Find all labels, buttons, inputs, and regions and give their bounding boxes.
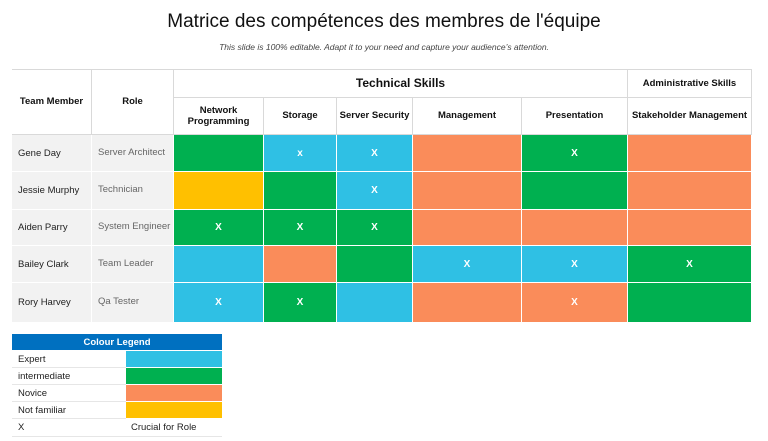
member-name: Gene Day [12,135,92,172]
header-skill: Storage [264,98,337,135]
skill-cell-novice [264,246,337,283]
header-administrative-skills: Administrative Skills [628,70,752,98]
skill-cell-intermediate: X [264,210,337,246]
page-subtitle: This slide is 100% editable. Adapt it to… [219,42,549,52]
skill-cell-intermediate: X [174,210,264,246]
header-skill: Presentation [522,98,628,135]
member-name: Jessie Murphy [12,172,92,210]
skill-cell-expert: X [522,246,628,283]
crucial-mark: X [686,258,693,270]
legend-label: Expert [12,351,126,368]
skill-cell-intermediate [337,246,413,283]
skill-cell-intermediate [174,135,264,172]
skill-cell-intermediate: X [628,246,752,283]
skill-cell-intermediate [264,172,337,210]
member-role: Team Leader [92,246,174,283]
crucial-mark: X [296,297,304,308]
member-role: System Engineer [92,210,174,246]
legend-swatch-not_familiar [126,402,222,419]
skill-cell-intermediate: X [264,283,337,323]
header-role: Role [92,70,174,135]
member-name: Aiden Parry [12,210,92,246]
skill-cell-novice [628,135,752,172]
member-name: Bailey Clark [12,246,92,283]
legend-swatch-expert [126,351,222,368]
legend-label: Not familiar [12,402,126,419]
skill-cell-novice: X [522,283,628,323]
skill-cell-novice [628,172,752,210]
skill-cell-expert [337,283,413,323]
skill-cell-not_familiar [174,172,264,210]
skill-cell-novice [413,172,522,210]
skill-cell-intermediate [522,172,628,210]
header-skill: Network Programming [174,98,264,135]
table-top-border [12,69,752,70]
skill-cell-novice [413,135,522,172]
legend-title: Colour Legend [12,334,222,350]
crucial-mark: X [571,147,578,159]
crucial-mark: X [571,297,578,308]
header-skill: Stakeholder Management [628,98,752,135]
page-title: Matrice des compétences des membres de l… [167,11,601,32]
header-skill: Management [413,98,522,135]
skill-cell-intermediate: X [522,135,628,172]
header-technical-skills: Technical Skills [174,70,628,98]
member-role: Server Architect [92,135,174,172]
skill-cell-novice [628,210,752,246]
legend-mark-label: X [12,419,126,437]
skill-cell-expert: X [337,135,413,172]
skill-cell-expert: X [337,172,413,210]
crucial-mark: X [215,222,222,233]
crucial-mark: X [371,185,378,196]
legend-label: intermediate [12,368,126,385]
crucial-mark: X [463,258,471,270]
member-role: Technician [92,172,174,210]
skill-cell-intermediate: X [337,210,413,246]
skill-cell-expert: X [174,283,264,323]
legend-mark-meaning: Crucial for Role [126,419,222,437]
skill-cell-intermediate [628,283,752,323]
legend-label: Novice [12,385,126,402]
crucial-mark: X [296,222,304,233]
member-name: Rory Harvey [12,283,92,323]
header-skill: Server Security [337,98,413,135]
crucial-mark: X [371,222,378,233]
skill-cell-novice [413,210,522,246]
skill-cell-novice [413,283,522,323]
skill-cell-expert [174,246,264,283]
skill-cell-expert: x [264,135,337,172]
member-role: Qa Tester [92,283,174,323]
header-team-member: Team Member [12,70,92,135]
crucial-mark: X [571,258,578,270]
legend-swatch-novice [126,385,222,402]
crucial-mark: x [297,147,303,159]
skill-cell-expert: X [413,246,522,283]
legend-swatch-intermediate [126,368,222,385]
skill-cell-novice [522,210,628,246]
crucial-mark: X [371,147,378,159]
crucial-mark: X [215,297,222,308]
